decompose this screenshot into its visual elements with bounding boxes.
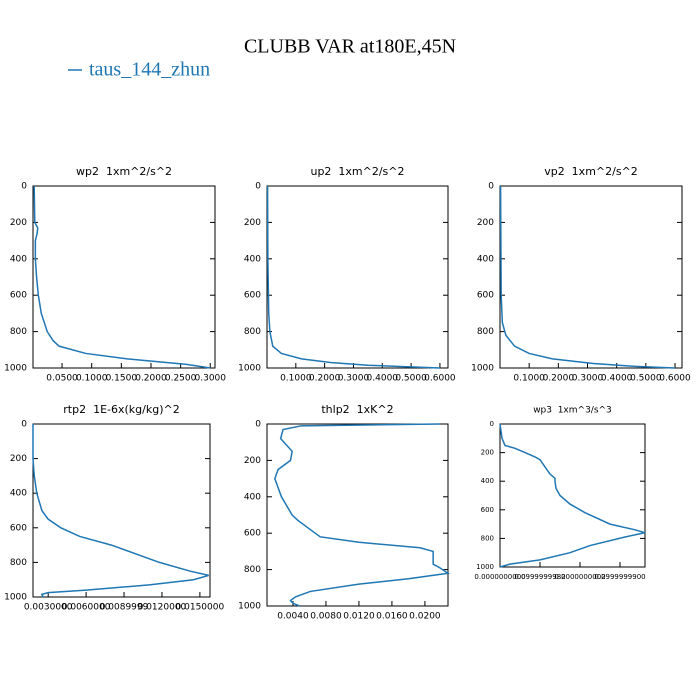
profile-line [274,423,451,607]
x-tick-label: 0.0500 [46,374,78,384]
y-tick-label: 800 [244,565,261,575]
y-tick-label: 600 [10,291,27,301]
x-tick-label: 0.0999999980 [514,573,565,581]
x-tick-label: 0.0160 [376,612,408,622]
x-tick-label: 0.0120000 [138,603,187,613]
y-tick-label: 200 [10,218,27,228]
plot-frame [499,185,683,369]
y-tick-label: 400 [10,489,27,499]
y-tick-label: 0 [255,182,261,192]
y-tick-label: 200 [481,449,494,457]
figure-title: CLUBB VAR at180E,45N [244,36,456,58]
subplot-title: wp3 1xm^3/s^3 [533,406,612,416]
x-tick-label: 0.0000000000 [474,573,525,581]
y-tick-label: 600 [244,529,261,539]
plot-frame [499,423,646,568]
x-tick-label: 0.0150000 [176,603,225,613]
x-tick-label: 0.1500 [106,374,138,384]
x-tick-label: 0.4000 [601,374,633,384]
x-tick-label: 0.6000 [659,374,691,384]
y-tick-label: 600 [10,523,27,533]
plot-frame [32,185,216,369]
x-tick-label: 0.2000 [309,374,341,384]
y-tick-label: 200 [244,218,261,228]
y-tick-label: 1000 [4,593,27,603]
x-tick-label: 0.0089999 [100,603,149,613]
plot-frame [266,423,449,607]
y-tick-label: 1000 [471,364,494,374]
y-tick-label: 1000 [4,364,27,374]
plot-frame [32,423,211,598]
x-tick-label: 0.1000 [76,374,108,384]
y-tick-label: 400 [10,254,27,264]
y-tick-label: 0 [488,182,494,192]
y-tick-label: 0 [490,420,494,428]
y-tick-label: 600 [481,506,494,514]
y-tick-label: 800 [10,558,27,568]
profile-line [33,185,211,369]
y-tick-label: 800 [244,327,261,337]
y-tick-label: 800 [477,327,494,337]
y-tick-label: 400 [244,492,261,502]
x-tick-label: 0.2999999900 [594,573,645,581]
subplot-title: wp2 1xm^2/s^2 [76,165,172,178]
x-tick-label: 0.5000 [395,374,427,384]
profile-line [499,185,676,369]
y-tick-label: 0 [255,420,261,430]
y-tick-label: 1000 [476,563,494,571]
subplot-title: up2 1xm^2/s^2 [310,165,404,178]
y-tick-label: 200 [244,456,261,466]
y-tick-label: 600 [477,291,494,301]
x-tick-label: 0.5000 [630,374,662,384]
y-tick-label: 800 [10,327,27,337]
profile-line [266,185,440,369]
y-tick-label: 400 [481,477,494,485]
x-tick-label: 0.0120 [343,612,375,622]
y-tick-label: 200 [10,454,27,464]
y-tick-label: 200 [477,218,494,228]
x-tick-label: 0.2000 [135,374,167,384]
x-tick-label: 0.4000 [367,374,399,384]
x-tick-label: 0.0060000 [62,603,111,613]
x-tick-label: 0.3000 [195,374,227,384]
x-tick-label: 0.6000 [424,374,456,384]
y-tick-label: 600 [244,291,261,301]
subplot-title: vp2 1xm^2/s^2 [544,165,638,178]
profile-line [499,423,646,568]
x-tick-label: 0.0080 [310,612,342,622]
x-tick-label: 0.2000000000 [554,573,605,581]
x-tick-label: 0.0200 [409,612,441,622]
x-tick-label: 0.0040 [277,612,309,622]
y-tick-label: 1000 [238,364,261,374]
legend-label: taus_144_zhun [89,59,210,81]
x-tick-label: 0.3000 [338,374,370,384]
subplot-title: rtp2 1E-6x(kg/kg)^2 [63,403,179,416]
x-tick-label: 0.1000 [513,374,545,384]
x-tick-label: 0.2000 [543,374,575,384]
y-tick-label: 400 [477,254,494,264]
y-tick-label: 400 [244,254,261,264]
y-tick-label: 0 [21,420,27,430]
x-tick-label: 0.3000 [572,374,604,384]
profile-line [32,424,209,598]
y-tick-label: 800 [481,534,494,542]
x-tick-label: 0.0030000 [24,603,73,613]
y-tick-label: 1000 [238,602,261,612]
y-tick-label: 0 [21,182,27,192]
x-tick-label: 0.2500 [165,374,197,384]
subplot-title: thlp2 1xK^2 [321,403,393,416]
x-tick-label: 0.1000 [280,374,312,384]
plot-frame [266,185,449,369]
